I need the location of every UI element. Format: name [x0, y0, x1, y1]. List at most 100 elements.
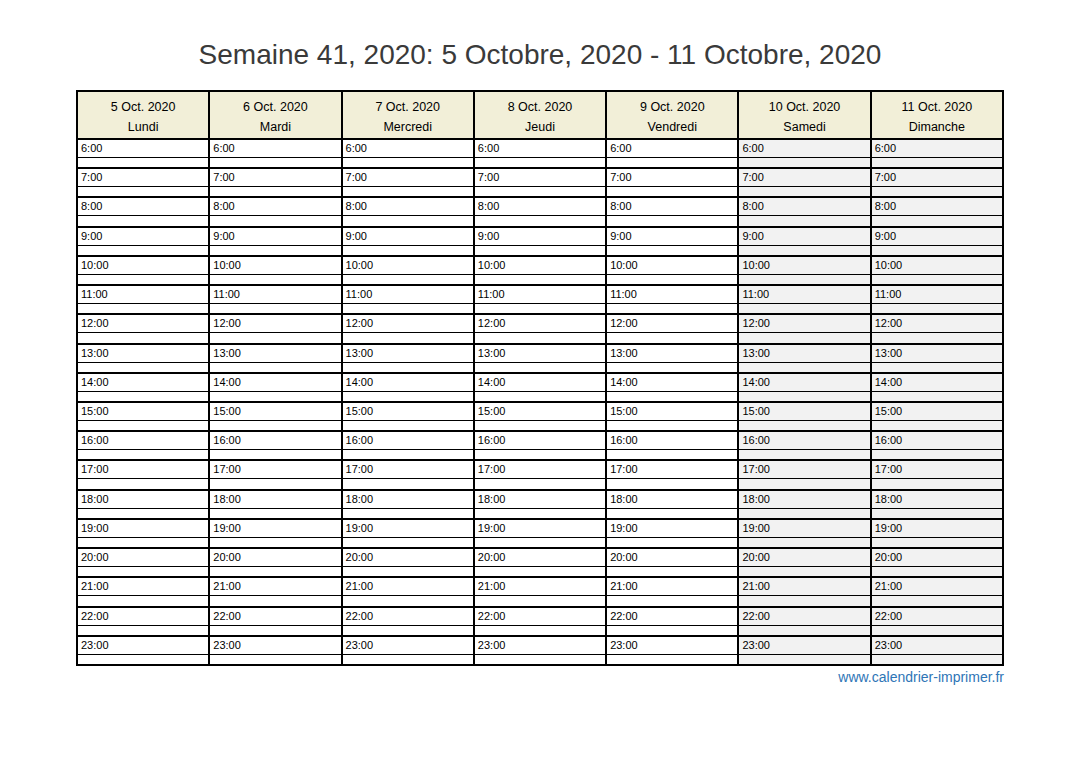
time-label: 18:00 — [343, 491, 473, 509]
empty-slot — [739, 333, 869, 342]
time-label: 23:00 — [739, 637, 869, 655]
hour-slot: 14:00 — [607, 374, 737, 403]
hour-slot: 21:00 — [343, 578, 473, 607]
hour-slot: 7:00 — [210, 169, 340, 198]
empty-slot — [210, 216, 340, 225]
hour-slot: 15:00 — [210, 403, 340, 432]
time-label: 17:00 — [78, 461, 208, 479]
empty-slot — [210, 421, 340, 430]
time-label: 7:00 — [210, 169, 340, 187]
time-label: 11:00 — [210, 286, 340, 304]
hour-slot: 6:00 — [78, 140, 208, 169]
hour-slot: 14:00 — [210, 374, 340, 403]
time-label: 13:00 — [739, 345, 869, 363]
hour-slot: 12:00 — [210, 315, 340, 344]
hour-slot: 18:00 — [739, 491, 869, 520]
hour-slot: 21:00 — [210, 578, 340, 607]
empty-slot — [872, 538, 1002, 547]
time-label: 8:00 — [210, 198, 340, 216]
time-label: 18:00 — [607, 491, 737, 509]
time-label: 6:00 — [607, 140, 737, 158]
empty-slot — [739, 304, 869, 313]
hour-slot: 10:00 — [739, 257, 869, 286]
hour-slot: 23:00 — [475, 637, 605, 664]
time-label: 15:00 — [78, 403, 208, 421]
time-label: 17:00 — [343, 461, 473, 479]
empty-slot — [475, 333, 605, 342]
hour-slot: 16:00 — [475, 432, 605, 461]
empty-slot — [607, 626, 737, 635]
time-label: 14:00 — [872, 374, 1002, 392]
empty-slot — [78, 275, 208, 284]
empty-slot — [475, 421, 605, 430]
empty-slot — [343, 479, 473, 488]
hour-slot: 11:00 — [872, 286, 1002, 315]
hour-slot: 6:00 — [607, 140, 737, 169]
page-title: Semaine 41, 2020: 5 Octobre, 2020 - 11 O… — [0, 36, 1080, 74]
time-label: 13:00 — [210, 345, 340, 363]
empty-slot — [475, 216, 605, 225]
time-label: 21:00 — [343, 578, 473, 596]
empty-slot — [475, 626, 605, 635]
hour-slot: 21:00 — [475, 578, 605, 607]
hour-slot: 22:00 — [475, 608, 605, 637]
time-label: 22:00 — [210, 608, 340, 626]
website-link[interactable]: www.calendrier-imprimer.fr — [838, 669, 1004, 685]
time-label: 13:00 — [607, 345, 737, 363]
empty-slot — [343, 596, 473, 605]
hour-slot: 17:00 — [78, 461, 208, 490]
empty-slot — [607, 421, 737, 430]
day-header-date: 11 Oct. 2020 — [872, 98, 1002, 117]
empty-slot — [872, 567, 1002, 576]
hour-slot: 11:00 — [78, 286, 208, 315]
empty-slot — [739, 626, 869, 635]
day-header-date: 8 Oct. 2020 — [475, 98, 605, 117]
time-label: 22:00 — [78, 608, 208, 626]
empty-slot — [607, 158, 737, 167]
time-label: 19:00 — [872, 520, 1002, 538]
time-label: 10:00 — [872, 257, 1002, 275]
empty-slot — [78, 596, 208, 605]
time-label: 12:00 — [607, 315, 737, 333]
empty-slot — [343, 392, 473, 401]
empty-slot — [78, 450, 208, 459]
empty-slot — [475, 450, 605, 459]
time-label: 10:00 — [210, 257, 340, 275]
time-label: 16:00 — [872, 432, 1002, 450]
time-label: 9:00 — [78, 228, 208, 246]
empty-slot — [343, 216, 473, 225]
time-label: 19:00 — [475, 520, 605, 538]
empty-slot — [343, 655, 473, 664]
time-label: 10:00 — [343, 257, 473, 275]
hour-slot: 12:00 — [739, 315, 869, 344]
empty-slot — [607, 363, 737, 372]
empty-slot — [210, 363, 340, 372]
hour-slot: 22:00 — [343, 608, 473, 637]
empty-slot — [872, 509, 1002, 518]
day-column: 7 Oct. 2020 Mercredi 6:00 7:00 8:00 9:00… — [343, 92, 475, 664]
time-label: 21:00 — [210, 578, 340, 596]
empty-slot — [739, 655, 869, 664]
hour-slot: 7:00 — [872, 169, 1002, 198]
time-label: 20:00 — [475, 549, 605, 567]
hour-slot: 23:00 — [343, 637, 473, 664]
time-label: 23:00 — [343, 637, 473, 655]
time-label: 22:00 — [739, 608, 869, 626]
hour-slot: 6:00 — [739, 140, 869, 169]
empty-slot — [872, 392, 1002, 401]
hour-slot: 19:00 — [475, 520, 605, 549]
day-header-name: Samedi — [739, 117, 869, 138]
empty-slot — [607, 450, 737, 459]
empty-slot — [78, 304, 208, 313]
time-label: 7:00 — [739, 169, 869, 187]
hour-slot: 19:00 — [739, 520, 869, 549]
time-label: 20:00 — [607, 549, 737, 567]
empty-slot — [78, 158, 208, 167]
time-label: 14:00 — [343, 374, 473, 392]
time-label: 11:00 — [739, 286, 869, 304]
day-body: 6:00 7:00 8:00 9:00 10:00 11:00 12:00 13… — [872, 140, 1002, 664]
empty-slot — [739, 421, 869, 430]
time-label: 13:00 — [78, 345, 208, 363]
hour-slot: 13:00 — [78, 345, 208, 374]
time-label: 7:00 — [475, 169, 605, 187]
